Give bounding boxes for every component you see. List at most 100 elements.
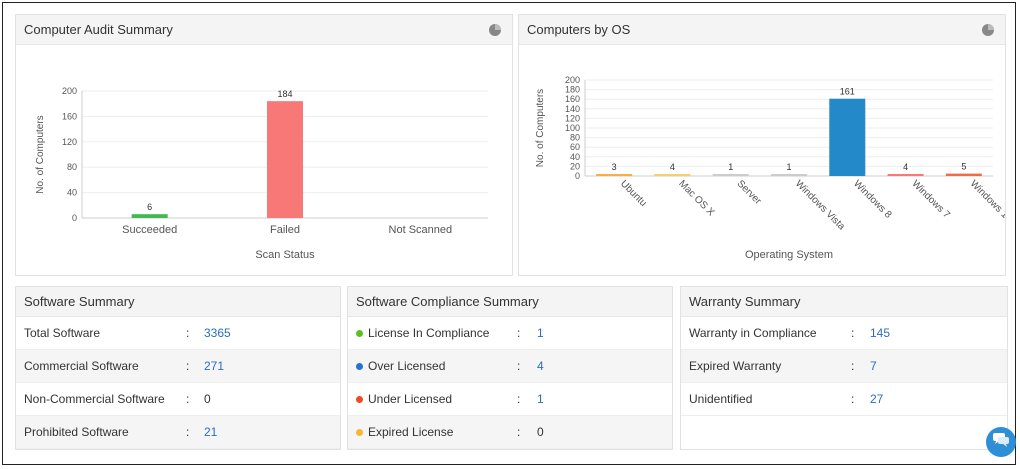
row-separator: : <box>851 326 855 340</box>
panel-header: Computer Audit Summary <box>16 15 512 45</box>
row-label: Non-Commercial Software <box>24 392 165 406</box>
row-value[interactable]: 271 <box>204 359 225 373</box>
data-label: 1 <box>786 162 791 172</box>
x-tick-label: Windows 10 <box>968 178 1005 225</box>
row-value[interactable]: 1 <box>537 326 544 340</box>
row-label-text: License In Compliance <box>368 326 490 340</box>
x-tick-label: Windows Vista <box>793 178 847 232</box>
pie-chart-icon[interactable] <box>981 23 995 37</box>
row-label: License In Compliance <box>356 326 489 340</box>
panel-header: Software Compliance Summary <box>348 287 672 317</box>
data-label: 5 <box>961 162 966 172</box>
row-label-text: Prohibited Software <box>24 425 129 439</box>
bar-server[interactable] <box>712 174 749 176</box>
y-tick-label: 40 <box>570 152 580 162</box>
row-label: Under Licensed <box>356 392 452 406</box>
row-label: Unidentified <box>689 392 752 406</box>
y-tick-label: 80 <box>67 162 77 172</box>
data-label: 161 <box>840 87 855 97</box>
row-separator: : <box>851 359 855 373</box>
y-tick-label: 0 <box>72 213 77 223</box>
y-tick-label: 160 <box>565 94 580 104</box>
status-dot-icon <box>356 362 363 370</box>
software-compliance-panel: Software Compliance Summary License In C… <box>347 286 673 450</box>
row-label: Prohibited Software <box>24 425 129 439</box>
row-separator: : <box>186 392 190 406</box>
panel-title: Software Compliance Summary <box>356 294 539 309</box>
x-axis-title: Operating System <box>745 249 833 261</box>
row-label-text: Total Software <box>24 326 101 340</box>
bar-windows-10[interactable] <box>945 173 982 176</box>
y-tick-label: 200 <box>565 75 580 85</box>
row-value: 0 <box>537 425 544 439</box>
status-dot-icon <box>356 329 363 337</box>
row-separator: : <box>517 359 521 373</box>
y-tick-label: 120 <box>565 113 580 123</box>
row-label: Total Software <box>24 326 100 340</box>
summary-row: Total Software:3365 <box>16 317 340 350</box>
summary-row: Under Licensed: 1 <box>348 383 672 416</box>
summary-row: Over Licensed: 4 <box>348 350 672 383</box>
pie-chart-icon[interactable] <box>488 23 502 37</box>
bar-mac-os-x[interactable] <box>654 174 691 176</box>
bar-succeeded[interactable] <box>131 214 168 218</box>
data-label: 4 <box>670 162 675 172</box>
summary-row: Expired License: 0 <box>348 416 672 449</box>
summary-row: Commercial Software:271 <box>16 350 340 383</box>
summary-row: Non-Commercial Software:0 <box>16 383 340 416</box>
chat-button[interactable] <box>986 427 1016 457</box>
row-value[interactable]: 21 <box>204 425 218 439</box>
row-separator: : <box>186 359 190 373</box>
row-label-text: Warranty in Compliance <box>689 326 817 340</box>
summary-row: Warranty in Compliance: 145 <box>681 317 1007 350</box>
status-dot-icon <box>356 428 363 436</box>
x-tick-label: Windows 7 <box>909 178 952 221</box>
row-label-text: Expired Warranty <box>689 359 782 373</box>
row-label-text: Unidentified <box>689 392 753 406</box>
row-value[interactable]: 7 <box>870 359 877 373</box>
y-tick-label: 200 <box>62 86 77 96</box>
row-separator: : <box>851 392 855 406</box>
x-tick-label: Mac OS X <box>676 178 716 218</box>
row-label-text: Under Licensed <box>368 392 453 406</box>
bar-windows-vista[interactable] <box>771 174 807 176</box>
x-axis-title: Scan Status <box>255 249 315 261</box>
data-label: 6 <box>147 202 152 212</box>
bar-windows-7[interactable] <box>887 174 924 176</box>
row-value[interactable]: 27 <box>870 392 884 406</box>
row-separator: : <box>517 326 521 340</box>
row-label: Expired License <box>356 425 453 439</box>
row-separator: : <box>517 392 521 406</box>
data-label: 4 <box>903 162 908 172</box>
x-tick-label: Ubuntu <box>618 178 649 209</box>
chat-bubble-icon <box>992 432 1010 453</box>
computers-by-os-panel: Computers by OS 0 20 40 60 80 100 120 140 160 180… <box>518 14 1006 276</box>
row-label: Over Licensed <box>356 359 445 373</box>
x-tick-label: Succeeded <box>122 224 177 236</box>
row-value: 0 <box>204 392 211 406</box>
x-tick-label: Server <box>735 178 764 207</box>
row-separator: : <box>186 425 190 439</box>
row-separator: : <box>186 326 190 340</box>
bar-ubuntu[interactable] <box>596 174 633 176</box>
data-label: 1 <box>728 162 733 172</box>
y-axis-title: No. of Computers <box>35 115 46 193</box>
row-value[interactable]: 145 <box>870 326 891 340</box>
data-label: 184 <box>277 89 292 99</box>
row-value[interactable]: 3365 <box>204 326 231 340</box>
y-tick-label: 160 <box>62 111 77 121</box>
row-label: Expired Warranty <box>689 359 781 373</box>
y-tick-label: 0 <box>575 171 580 181</box>
row-value[interactable]: 4 <box>537 359 544 373</box>
data-label: 3 <box>612 162 617 172</box>
y-tick-label: 140 <box>565 104 580 114</box>
scan-status-chart: 0 40 80 120 160 200 6 Succeeded 184 Failed Not Sca… <box>35 86 488 261</box>
row-label-text: Non-Commercial Software <box>24 392 165 406</box>
computer-audit-panel: Computer Audit Summary 0 40 80 120 160 200 6 Su… <box>15 14 513 276</box>
bar-windows-8[interactable] <box>829 98 866 176</box>
panel-header: Warranty Summary <box>681 287 1007 317</box>
bar-failed[interactable] <box>267 101 303 218</box>
row-value[interactable]: 1 <box>537 392 544 406</box>
y-tick-label: 120 <box>62 137 77 147</box>
